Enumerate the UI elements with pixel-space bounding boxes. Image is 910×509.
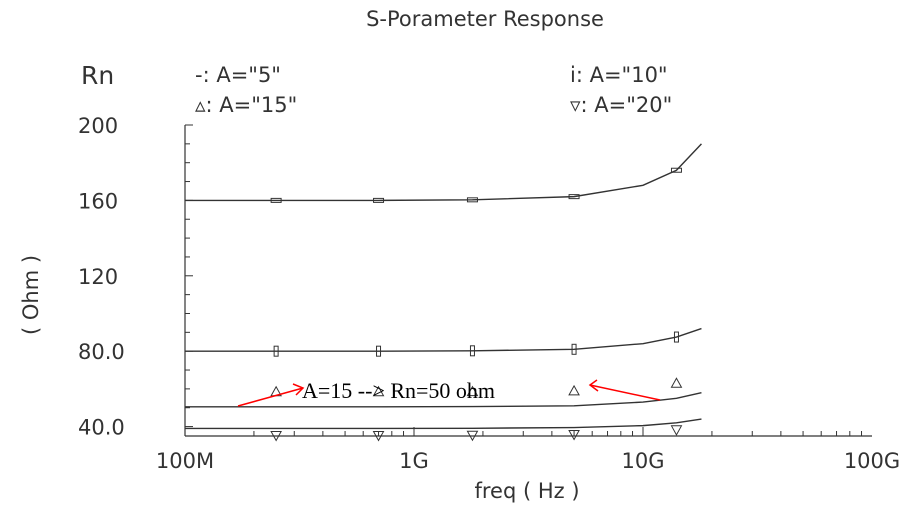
y-tick-label: 160 <box>78 189 118 213</box>
series-line-4 <box>185 418 702 430</box>
series-marker-2 <box>673 331 679 343</box>
variable-label: Rn <box>81 61 114 90</box>
series-marker-4 <box>466 430 479 442</box>
annotation-arrow-right-tail <box>589 384 661 401</box>
series-marker-4 <box>372 430 385 442</box>
y-axis-label: ( Ohm ) <box>19 255 43 335</box>
series-line-2 <box>185 327 702 352</box>
x-axis-label: freq ( Hz ) <box>474 479 579 503</box>
annotation-arrow-left-tail <box>237 387 304 407</box>
x-tick-label: 100M <box>156 449 214 473</box>
chart-title: S-Porameter Response <box>366 7 604 31</box>
series-marker-3 <box>670 377 683 388</box>
series-marker-1 <box>466 197 478 203</box>
series-marker-1 <box>373 197 385 203</box>
x-tick-label: 10G <box>622 449 665 473</box>
y-tick-label: 120 <box>78 265 118 289</box>
annotation: A=15 --> Rn=50 ohm <box>237 378 661 407</box>
series-marker-2 <box>571 343 577 355</box>
annotation-arrow-left-head <box>292 383 305 396</box>
legend: -: A="5" i: A="10" ▵: A="15" ▿: A="20" <box>195 63 672 117</box>
series-marker-2 <box>376 345 382 357</box>
plot-area <box>185 143 702 442</box>
series-marker-4 <box>270 430 282 442</box>
series-marker-1 <box>568 194 580 200</box>
y-tick-label: 200 <box>78 114 118 138</box>
series-marker-1 <box>670 167 682 173</box>
legend-entry-1: -: A="5" <box>195 63 281 87</box>
series-line-3 <box>185 391 702 408</box>
series-line-1 <box>185 143 702 202</box>
axes: 200 160 120 80.0 40.0 100M 1G 10G 100G <box>78 114 900 473</box>
series-marker-2 <box>469 345 475 357</box>
legend-entry-2: i: A="10" <box>570 63 668 87</box>
annotation-text: A=15 --> Rn=50 ohm <box>302 378 495 403</box>
x-tick-label: 1G <box>399 449 429 473</box>
series-marker-3 <box>568 384 580 396</box>
legend-entry-4: ▿: A="20" <box>570 93 672 117</box>
series-marker-4 <box>568 430 580 441</box>
series-marker-1 <box>270 197 282 203</box>
legend-entry-3: ▵: A="15" <box>195 93 297 117</box>
y-tick-label: 40.0 <box>78 416 125 440</box>
series-marker-3 <box>466 385 479 397</box>
series-marker-2 <box>273 345 279 357</box>
series-marker-3 <box>372 385 385 397</box>
annotation-arrow-right-head <box>588 379 599 392</box>
y-tick-label: 80.0 <box>78 340 125 364</box>
x-tick-label: 100G <box>844 449 900 473</box>
series-marker-4 <box>670 425 683 436</box>
